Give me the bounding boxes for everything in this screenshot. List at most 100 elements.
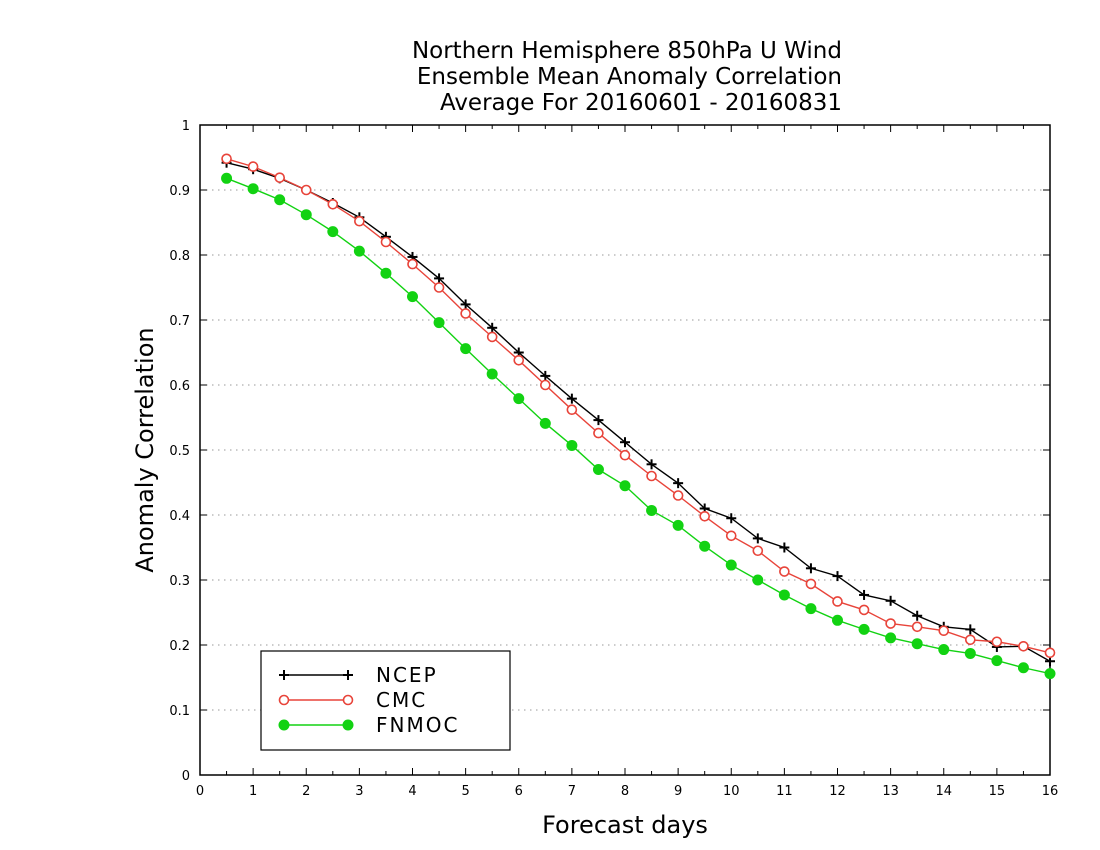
x-tick-label: 7 bbox=[568, 784, 576, 799]
data-point bbox=[885, 595, 896, 606]
series-line bbox=[226, 177, 1051, 675]
y-tick-label: 0.5 bbox=[169, 444, 190, 459]
legend-label: NCEP bbox=[376, 663, 438, 687]
x-tick-label: 3 bbox=[355, 784, 363, 799]
data-point bbox=[540, 379, 551, 391]
data-point bbox=[487, 322, 498, 333]
data-point bbox=[832, 614, 843, 626]
data-point bbox=[540, 370, 551, 381]
x-axis-label: Forecast days bbox=[542, 811, 708, 839]
legend-marker bbox=[278, 719, 290, 731]
data-point bbox=[593, 415, 604, 426]
data-point bbox=[991, 655, 1003, 667]
data-point bbox=[912, 610, 923, 621]
y-axis-label: Anomaly Correlation bbox=[131, 327, 159, 572]
data-point bbox=[991, 636, 1003, 648]
series-fnmoc bbox=[221, 172, 1056, 680]
data-point bbox=[566, 439, 578, 451]
series-cmc bbox=[221, 153, 1056, 659]
data-point bbox=[460, 299, 471, 310]
data-point bbox=[858, 623, 870, 635]
y-tick-label: 0.9 bbox=[169, 184, 190, 199]
data-point bbox=[752, 574, 764, 586]
data-point bbox=[672, 519, 684, 531]
series-plot bbox=[221, 153, 1056, 680]
grid-lines bbox=[200, 189, 1050, 711]
data-point bbox=[434, 273, 445, 284]
data-point bbox=[965, 634, 976, 646]
data-point bbox=[725, 530, 737, 542]
data-point bbox=[592, 464, 604, 475]
data-point bbox=[1044, 668, 1056, 680]
data-point bbox=[1044, 647, 1056, 659]
y-tick-label: 0.2 bbox=[169, 639, 190, 654]
data-point bbox=[274, 194, 286, 206]
data-point bbox=[221, 172, 233, 184]
data-point bbox=[327, 226, 339, 238]
x-tick-label: 0 bbox=[196, 784, 204, 799]
x-tick-label: 9 bbox=[674, 784, 682, 799]
data-point bbox=[885, 632, 897, 644]
x-tick-label: 12 bbox=[829, 784, 846, 799]
x-tick-label: 4 bbox=[408, 784, 416, 799]
chart-title-line: Northern Hemisphere 850hPa U Wind bbox=[412, 38, 842, 64]
data-point bbox=[725, 559, 737, 571]
x-tick-label: 1 bbox=[249, 784, 257, 799]
chart-title: Northern Hemisphere 850hPa U WindEnsembl… bbox=[412, 38, 842, 116]
data-point bbox=[300, 209, 312, 221]
data-point bbox=[513, 393, 525, 405]
y-tick-label: 1 bbox=[182, 119, 190, 134]
y-tick-label: 0.4 bbox=[169, 509, 190, 524]
data-point bbox=[380, 267, 392, 279]
data-point bbox=[354, 215, 365, 227]
data-point bbox=[672, 490, 684, 501]
data-point bbox=[619, 449, 631, 461]
data-point bbox=[539, 417, 551, 429]
data-point bbox=[486, 331, 498, 343]
data-point bbox=[859, 589, 870, 600]
data-point bbox=[566, 404, 578, 416]
legend-marker bbox=[342, 694, 354, 706]
legend-marker bbox=[278, 694, 290, 706]
x-axis: 0 1 2 3 4 5 6 7 8 9 10 11 12 13 14 15 16 bbox=[196, 125, 1058, 799]
data-point bbox=[752, 533, 763, 544]
data-point bbox=[885, 618, 896, 629]
data-point bbox=[221, 153, 232, 165]
legend-entry-fnmoc: FNMOC bbox=[278, 713, 459, 737]
data-point bbox=[300, 184, 312, 196]
data-point bbox=[779, 542, 790, 553]
data-point bbox=[805, 563, 816, 574]
data-point bbox=[1018, 640, 1029, 652]
data-point bbox=[832, 571, 843, 582]
data-point bbox=[646, 504, 658, 516]
data-point bbox=[593, 427, 604, 439]
data-point bbox=[620, 437, 630, 448]
data-point bbox=[778, 589, 790, 601]
legend-label: CMC bbox=[376, 688, 427, 712]
data-point bbox=[858, 604, 870, 616]
data-point bbox=[646, 459, 657, 470]
x-tick-label: 10 bbox=[723, 784, 740, 799]
y-axis: 0 0.1 0.2 0.3 0.4 0.5 0.6 0.7 0.8 0.9 1 bbox=[169, 119, 1050, 784]
chart-title-line: Ensemble Mean Anomaly Correlation bbox=[417, 64, 842, 90]
data-point bbox=[486, 368, 498, 380]
data-point bbox=[247, 183, 259, 195]
legend-label: FNMOC bbox=[376, 713, 459, 737]
data-point bbox=[619, 480, 631, 492]
data-point bbox=[460, 343, 472, 355]
data-point bbox=[964, 647, 976, 659]
series-line bbox=[226, 162, 1051, 662]
legend-entry-ncep: NCEP bbox=[279, 663, 438, 687]
data-point bbox=[407, 291, 418, 303]
legend-entry-cmc: CMC bbox=[278, 688, 427, 712]
x-tick-label: 8 bbox=[621, 784, 629, 799]
data-point bbox=[805, 578, 817, 590]
data-point bbox=[566, 393, 577, 404]
legend-marker bbox=[342, 719, 354, 731]
y-tick-label: 0.8 bbox=[169, 249, 190, 264]
data-point bbox=[805, 603, 817, 615]
data-point bbox=[699, 510, 710, 522]
data-point bbox=[274, 172, 285, 183]
data-point bbox=[460, 308, 471, 319]
